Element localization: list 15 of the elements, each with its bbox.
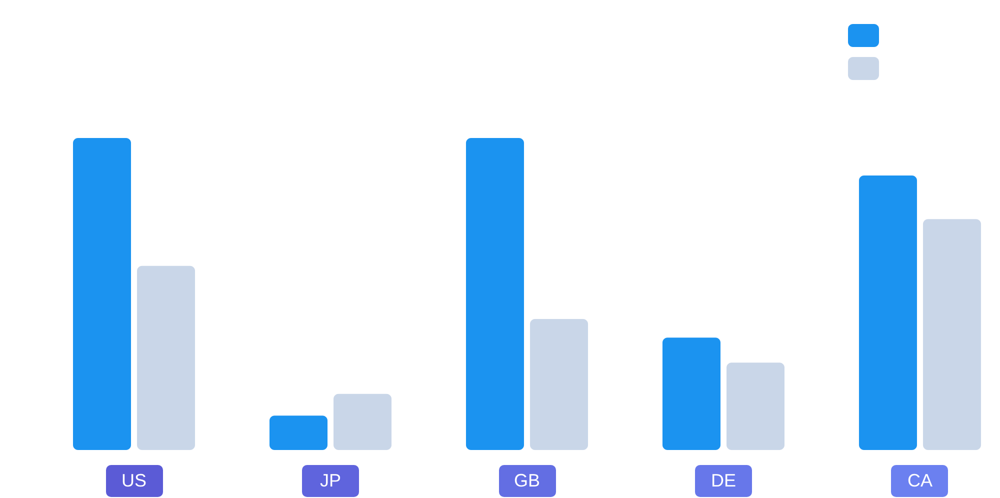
bar [858,175,917,450]
x-tick-label: CA [907,470,932,490]
bar [530,318,588,450]
bar [73,138,132,450]
bar [922,219,981,450]
bar [269,416,328,450]
x-tick-label: US [122,470,147,490]
bar [466,138,524,450]
bar [662,338,720,450]
bar [334,394,392,450]
bar [137,266,196,450]
bar [726,362,785,450]
x-tick-label: JP [320,470,342,490]
x-tick-label: GB [514,470,540,490]
x-tick-label: DE [710,470,736,490]
